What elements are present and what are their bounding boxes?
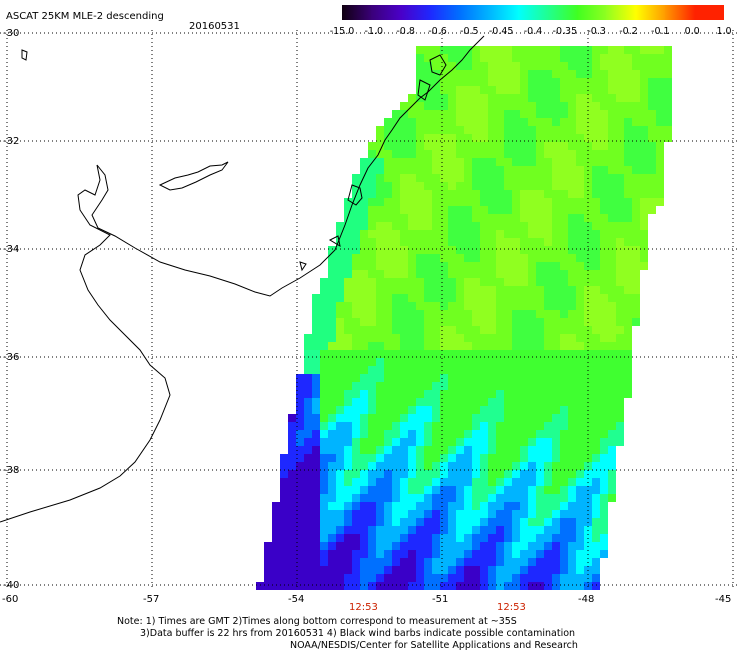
colorbar-swatch: [371, 5, 402, 20]
colorbar-swatch: [518, 5, 549, 20]
colorbar-swatch: [694, 5, 725, 20]
colorbar-swatch: [488, 5, 519, 20]
colorbar-label: 1.0: [716, 26, 732, 37]
colorbar-label: -0.4: [523, 26, 543, 37]
colorbar-swatch: [547, 5, 578, 20]
coastline: [0, 35, 485, 523]
footer-note-line-1: Note: 1) Times are GMT 2)Times along bot…: [117, 616, 517, 627]
colorbar-swatch: [459, 5, 490, 20]
footer-credit: NOAA/NESDIS/Center for Satellite Applica…: [290, 640, 578, 651]
colorbar-swatch: [400, 5, 431, 20]
lon-label: -48: [578, 594, 595, 605]
colorbar-label: -0.8: [396, 26, 415, 37]
colorbar-swatch: [430, 5, 461, 20]
colorbar-label: -0.5: [460, 26, 479, 37]
lon-label: -45: [715, 594, 732, 605]
colorbar-label: 0.0: [684, 26, 700, 37]
lat-label: -32: [3, 136, 20, 147]
graticule: [0, 30, 740, 588]
footer-note-line-2: 3)Data buffer is 22 hrs from 20160531 4)…: [140, 628, 576, 639]
colorbar-label: -0.1: [651, 26, 670, 37]
scatterometer-swath: [256, 46, 672, 590]
colorbar-swatch: [635, 5, 666, 20]
colorbar-swatch: [665, 5, 696, 20]
time-label: 12:53: [349, 602, 378, 613]
time-label: 12:53: [497, 602, 526, 613]
colorbar-swatch: [342, 5, 372, 20]
colorbar-label: -0.35: [552, 26, 578, 37]
colorbar-swatch: [577, 5, 607, 20]
colorbar-label: -0.3: [587, 26, 606, 37]
lon-label: -54: [288, 594, 305, 605]
lon-label: -51: [432, 594, 449, 605]
lat-label: -30: [3, 28, 20, 39]
lat-label: -34: [3, 244, 20, 255]
chart-title: ASCAT 25KM MLE-2 descending: [6, 11, 164, 22]
lat-label: -36: [3, 352, 20, 363]
lat-label: -38: [3, 465, 20, 476]
colorbar-label: -0.6: [428, 26, 447, 37]
colorbar-label: -0.2: [619, 26, 638, 37]
lat-label: -40: [3, 580, 20, 591]
colorbar-label: -15.0: [329, 26, 355, 37]
lon-label: -60: [2, 594, 19, 605]
colorbar-label: -0.45: [488, 26, 514, 37]
date-label: 20160531: [189, 21, 240, 32]
colorbar-label: -1.0: [364, 26, 384, 37]
colorbar-swatch: [606, 5, 637, 20]
lon-label: -57: [143, 594, 160, 605]
